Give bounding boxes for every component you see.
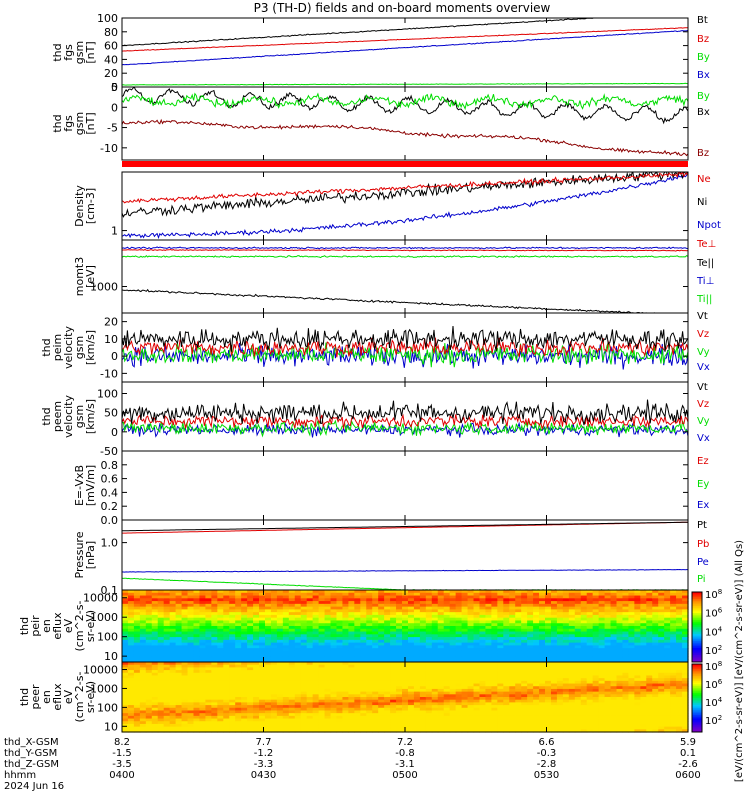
y-tick-label: 0.6 — [101, 473, 119, 486]
legend-label-Ey: Ey — [697, 479, 709, 490]
y-tick-label: 5 — [111, 81, 118, 94]
y-axis-label: [km/s] — [84, 399, 97, 434]
y-axis-label: [mV/m] — [84, 465, 97, 506]
legend-label-Vt: Vt — [697, 311, 708, 322]
y-axis-label: [eV] — [84, 265, 97, 288]
legend-label-Vz: Vz — [697, 329, 709, 340]
legend-label-Pb: Pb — [697, 539, 709, 550]
y-tick-label: -50 — [100, 445, 118, 458]
y-tick-label: 0 — [111, 426, 118, 439]
y-tick-label: 10 — [104, 333, 118, 346]
legend-label-Bz: Bz — [697, 34, 709, 45]
y-tick-label: 10000 — [83, 592, 118, 605]
y-tick-label: -5 — [107, 122, 118, 135]
y-tick-label: 20 — [104, 316, 118, 329]
legend-label-Te⊥: Te⊥ — [696, 239, 716, 250]
y-tick-label: 0.8 — [101, 459, 119, 472]
y-axis-label: [nT] — [84, 41, 97, 63]
legend-label-Bx: Bx — [697, 70, 710, 81]
legend-label-Ni: Ni — [697, 197, 707, 208]
y-tick-label: -10 — [100, 142, 118, 155]
y-tick-label: 0.0 — [101, 514, 119, 527]
legend-label-Ti⊥: Ti⊥ — [696, 276, 714, 287]
legend-label-Vy: Vy — [697, 347, 710, 358]
y-tick-label: 100 — [97, 388, 118, 401]
y-tick-label: 100 — [97, 12, 118, 25]
legend-label-Vt: Vt — [697, 382, 708, 393]
legend-label-Pt: Pt — [697, 520, 707, 531]
y-tick-label: 1 — [111, 225, 118, 238]
y-tick-label: 20 — [104, 67, 118, 80]
legend-label-Ne: Ne — [697, 174, 711, 185]
legend-label-Pi: Pi — [697, 574, 706, 585]
legend-label-Pe: Pe — [697, 557, 709, 568]
figure-title: P3 (TH-D) fields and on-board moments ov… — [254, 1, 551, 15]
legend-label-Vx: Vx — [697, 362, 710, 373]
y-tick-label: 0 — [111, 101, 118, 114]
y-tick-label: 1.0 — [101, 537, 119, 550]
legend-label-Bx: Bx — [697, 107, 710, 118]
legend-label-Npot: Npot — [697, 220, 721, 231]
y-tick-label: 60 — [104, 40, 118, 53]
legend-label-Bt: Bt — [697, 15, 708, 26]
legend-label-By: By — [697, 91, 710, 102]
y-tick-label: 80 — [104, 26, 118, 39]
legend-label-Ez: Ez — [697, 456, 709, 467]
y-axis-label: [km/s] — [84, 330, 97, 365]
legend-label-By: By — [697, 52, 710, 63]
legend-label-Vz: Vz — [697, 399, 709, 410]
y-tick-label: 0 — [111, 350, 118, 363]
y-axis-label: [nT] — [84, 112, 97, 134]
y-tick-label: 0.4 — [101, 486, 119, 499]
y-tick-label: -10 — [100, 367, 118, 380]
legend-label-Vx: Vx — [697, 433, 710, 444]
y-tick-label: 0.2 — [101, 500, 119, 513]
y-tick-label: 100 — [97, 631, 118, 644]
legend-label-Ex: Ex — [697, 500, 709, 511]
legend-label-Bz: Bz — [697, 148, 709, 159]
legend-label-Te||: Te|| — [696, 258, 714, 269]
legend-label-Ti||: Ti|| — [696, 294, 712, 305]
y-axis-label: [nPa] — [84, 541, 97, 569]
y-axis-label: sr-eV) — [84, 610, 97, 642]
y-axis-label: [cm-3] — [84, 188, 97, 224]
legend-label-Vy: Vy — [697, 416, 710, 427]
y-tick-label: 50 — [104, 407, 118, 420]
y-tick-label: 10 — [104, 650, 118, 663]
y-tick-label: 40 — [104, 53, 118, 66]
